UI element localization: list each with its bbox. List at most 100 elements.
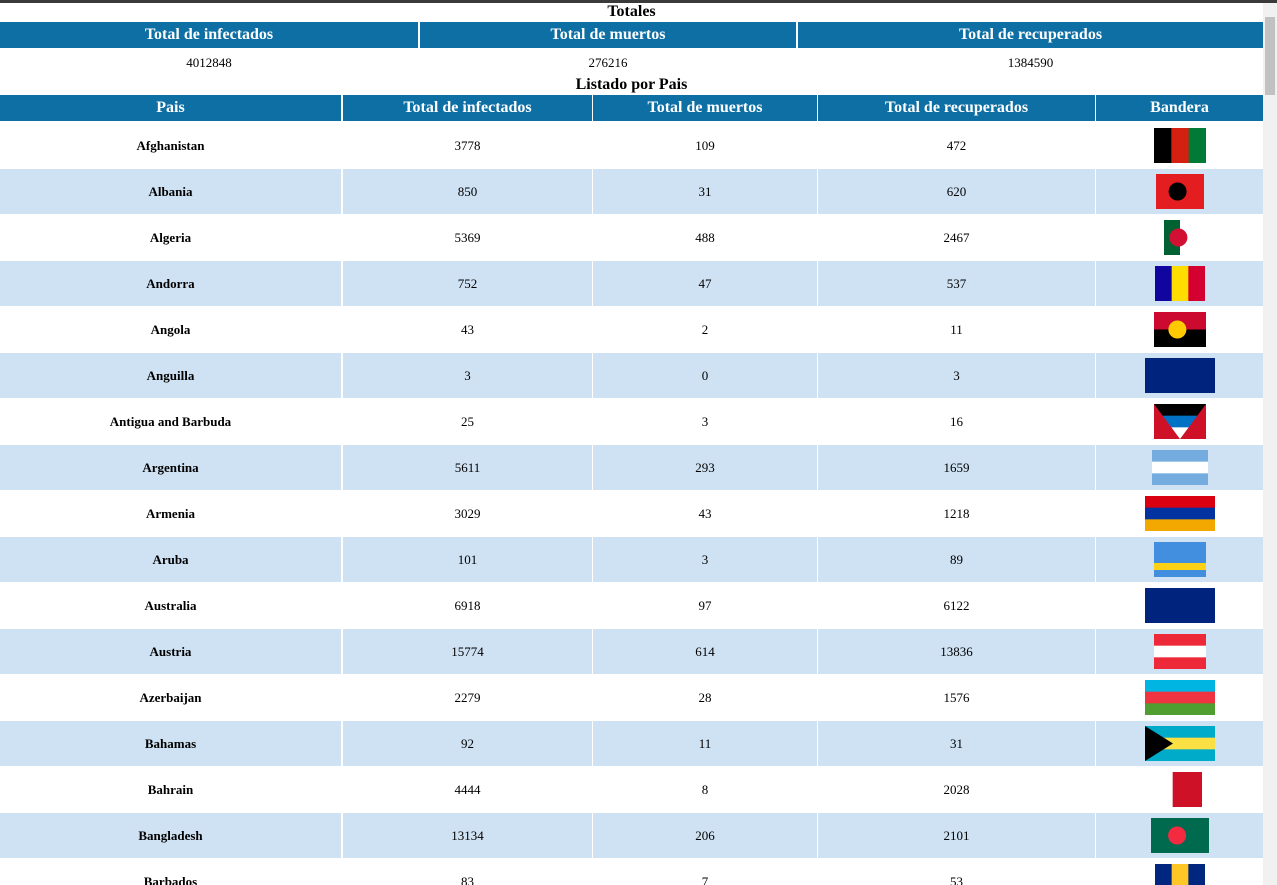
flag [1153, 634, 1206, 669]
header-cell: Total de recuperados [818, 95, 1095, 121]
flag [1144, 726, 1215, 761]
flag [1153, 542, 1206, 577]
country-value: 47 [593, 261, 817, 306]
flag-cell [1096, 537, 1263, 582]
flag-cell [1096, 675, 1263, 720]
flag-cell [1096, 583, 1263, 628]
country-name: Antigua and Barbuda [109, 413, 232, 429]
flag-part [1188, 128, 1206, 163]
flag-cell [1096, 261, 1263, 306]
flag [1150, 818, 1209, 853]
flag-part [1153, 570, 1206, 577]
flag-part [1179, 220, 1196, 255]
header-cell: Pais [0, 95, 341, 121]
flag-part [1153, 645, 1206, 658]
country-name: Afghanistan [136, 137, 205, 153]
country-value: 16 [950, 413, 963, 429]
country-value: 2028 [943, 781, 970, 797]
country-value: 101 [343, 537, 592, 582]
flag-part [1168, 228, 1187, 247]
country-value: 53 [950, 873, 963, 885]
flag-cell [1096, 307, 1263, 352]
flag [1153, 128, 1206, 163]
flag-part [1187, 266, 1205, 301]
flag-part [1151, 461, 1208, 474]
country-value: 1576 [943, 689, 970, 705]
flag-cell [1096, 215, 1263, 260]
country-value: 4444 [454, 781, 481, 797]
country-value: 31 [818, 721, 1095, 766]
country-value: 3 [818, 353, 1095, 398]
country-name: Austria [0, 629, 341, 674]
country-value: 614 [593, 629, 817, 674]
flag-part [1153, 404, 1180, 439]
flag-part [1144, 496, 1215, 509]
flag-part [1153, 427, 1206, 439]
flag-part [1144, 680, 1215, 693]
country-value: 2 [701, 321, 709, 337]
total-value: 1384590 [1007, 55, 1054, 70]
country-value: 25 [461, 413, 474, 429]
country-value: 3 [343, 353, 592, 398]
flag [1153, 404, 1206, 439]
country-value: 6122 [943, 597, 970, 613]
country-name: Angola [150, 321, 191, 337]
flag [1144, 358, 1215, 393]
country-value: 3 [593, 537, 817, 582]
flag-part [1151, 450, 1208, 463]
country-value: 293 [593, 445, 817, 490]
scrollbar-thumb[interactable] [1265, 17, 1275, 95]
flag-part [1151, 473, 1208, 485]
window-edge [0, 0, 1277, 3]
country-name: Algeria [149, 229, 192, 245]
flag-cell [1096, 353, 1263, 398]
flag-part [1144, 358, 1215, 393]
flag-part [1186, 772, 1202, 807]
country-value: 3778 [454, 137, 481, 153]
country-name: Aruba [0, 537, 341, 582]
country-value: 15774 [343, 629, 592, 674]
country-name: Azerbaijan [139, 689, 202, 705]
country-value: 3029 [454, 505, 481, 521]
flag-part [1153, 329, 1206, 347]
flag [1153, 312, 1206, 347]
total-value: 276216 [588, 55, 628, 70]
flag-part [1144, 726, 1215, 739]
country-value: 97 [698, 597, 712, 613]
flag-part [1172, 772, 1188, 807]
flag-part [1154, 864, 1172, 885]
country-value: 11 [950, 321, 963, 337]
flag-cell [1096, 859, 1263, 885]
flag-part [1144, 507, 1215, 520]
country-value: 1218 [943, 505, 970, 521]
flag-part [1179, 404, 1206, 439]
flag-part [1171, 266, 1189, 301]
flag [1154, 266, 1205, 301]
country-value: 7 [701, 873, 709, 885]
flag [1144, 588, 1215, 623]
country-name: Andorra [0, 261, 341, 306]
flag-part [1170, 128, 1189, 163]
country-name: Anguilla [0, 353, 341, 398]
flag-part [1153, 556, 1206, 564]
country-value: 488 [695, 229, 715, 245]
header-cell: Total de muertos [420, 22, 796, 48]
country-value: 43 [698, 505, 712, 521]
flag-part [1144, 726, 1173, 761]
flag-cell [1096, 491, 1263, 536]
flag-part [1167, 320, 1186, 339]
flag [1155, 174, 1204, 209]
country-value: 2279 [454, 689, 481, 705]
flag-part [1144, 519, 1215, 531]
country-name: Albania [0, 169, 341, 214]
flag-cell [1096, 169, 1263, 214]
country-value: 5611 [343, 445, 592, 490]
country-value: 620 [818, 169, 1095, 214]
country-name: Bahrain [147, 781, 194, 797]
country-value: 43 [461, 321, 474, 337]
country-value: 6918 [454, 597, 481, 613]
scrollbar[interactable] [1263, 3, 1277, 885]
flag-part [1144, 588, 1215, 623]
header-cell: Total de infectados [343, 95, 592, 121]
